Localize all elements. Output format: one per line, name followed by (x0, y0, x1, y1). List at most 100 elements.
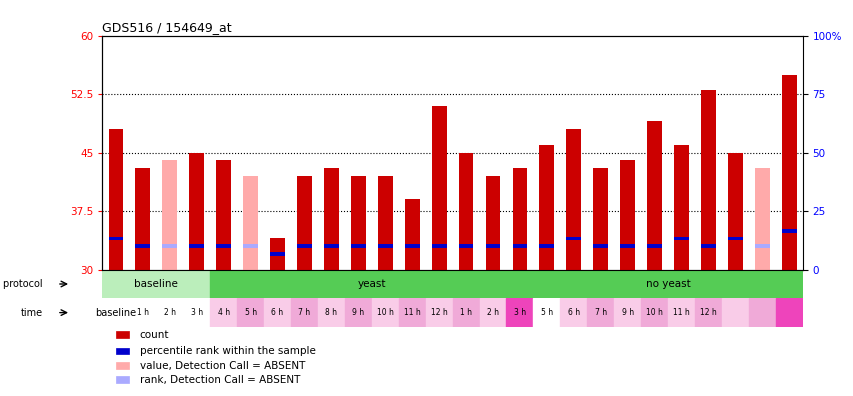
Text: 7 h: 7 h (594, 308, 606, 317)
Bar (116, 376, 129, 383)
Bar (116, 348, 129, 354)
Bar (351, 244, 365, 248)
Bar (539, 145, 554, 270)
Bar (371, 298, 398, 327)
Bar (297, 176, 311, 270)
Bar (237, 298, 264, 327)
Bar (162, 244, 177, 248)
Bar (727, 236, 742, 240)
Bar (351, 176, 365, 270)
Text: 6 h: 6 h (271, 308, 283, 317)
Bar (323, 168, 339, 270)
Bar (189, 244, 204, 248)
Text: percentile rank within the sample: percentile rank within the sample (139, 346, 315, 356)
Text: rank, Detection Call = ABSENT: rank, Detection Call = ABSENT (139, 375, 299, 385)
Bar (210, 270, 533, 298)
Bar (641, 298, 667, 327)
Bar (377, 244, 392, 248)
Text: 11 h: 11 h (672, 308, 689, 317)
Bar (183, 298, 210, 327)
Text: 7 h: 7 h (298, 308, 310, 317)
Bar (264, 298, 291, 327)
Text: 10 h: 10 h (376, 308, 393, 317)
Bar (404, 244, 419, 248)
Bar (297, 244, 311, 248)
Bar (748, 298, 775, 327)
Bar (458, 153, 473, 270)
Bar (533, 270, 815, 298)
Bar (136, 168, 150, 270)
Bar (613, 298, 641, 327)
Bar (130, 298, 156, 327)
Bar (317, 298, 345, 327)
Bar (156, 298, 183, 327)
Bar (432, 106, 446, 270)
Text: 1 h: 1 h (460, 308, 472, 317)
Bar (619, 244, 635, 248)
Bar (243, 244, 258, 248)
Bar (539, 244, 554, 248)
Bar (398, 298, 425, 327)
Bar (533, 298, 560, 327)
Bar (243, 176, 258, 270)
Bar (512, 168, 527, 270)
Bar (593, 244, 607, 248)
Bar (721, 298, 748, 327)
Bar (432, 244, 446, 248)
Bar (479, 298, 506, 327)
Bar (700, 90, 715, 270)
Bar (700, 244, 715, 248)
Text: 6 h: 6 h (567, 308, 579, 317)
Bar (377, 176, 392, 270)
Text: yeast: yeast (357, 279, 386, 289)
Bar (102, 270, 210, 298)
Text: no yeast: no yeast (645, 279, 690, 289)
Text: 5 h: 5 h (540, 308, 552, 317)
Text: 10 h: 10 h (646, 308, 662, 317)
Bar (619, 160, 635, 270)
Bar (425, 298, 452, 327)
Bar (404, 200, 419, 270)
Bar (136, 244, 150, 248)
Bar (647, 244, 661, 248)
Text: 3 h: 3 h (514, 308, 525, 317)
Bar (116, 331, 129, 338)
Text: 2 h: 2 h (164, 308, 176, 317)
Bar (512, 244, 527, 248)
Text: 11 h: 11 h (403, 308, 420, 317)
Bar (108, 129, 123, 270)
Bar (566, 236, 581, 240)
Bar (587, 298, 613, 327)
Bar (506, 298, 533, 327)
Bar (647, 122, 661, 270)
Text: time: time (20, 308, 43, 318)
Text: 3 h: 3 h (190, 308, 202, 317)
Bar (162, 160, 177, 270)
Bar (216, 244, 231, 248)
Bar (485, 244, 500, 248)
Text: baseline: baseline (134, 279, 178, 289)
Bar (270, 252, 285, 256)
Bar (754, 168, 769, 270)
Bar (216, 160, 231, 270)
Text: baseline: baseline (96, 308, 136, 318)
Text: growth protocol: growth protocol (0, 279, 43, 289)
Bar (189, 153, 204, 270)
Bar (593, 168, 607, 270)
Bar (673, 145, 688, 270)
Bar (345, 298, 371, 327)
Bar (485, 176, 500, 270)
Bar (323, 244, 339, 248)
Bar (673, 236, 688, 240)
Text: 4 h: 4 h (218, 308, 229, 317)
Text: 12 h: 12 h (699, 308, 716, 317)
Bar (694, 298, 721, 327)
Bar (775, 298, 802, 327)
Text: 12 h: 12 h (430, 308, 447, 317)
Bar (754, 244, 769, 248)
Bar (291, 298, 317, 327)
Text: value, Detection Call = ABSENT: value, Detection Call = ABSENT (139, 361, 305, 371)
Text: 9 h: 9 h (352, 308, 364, 317)
Text: 5 h: 5 h (244, 308, 257, 317)
Bar (560, 298, 587, 327)
